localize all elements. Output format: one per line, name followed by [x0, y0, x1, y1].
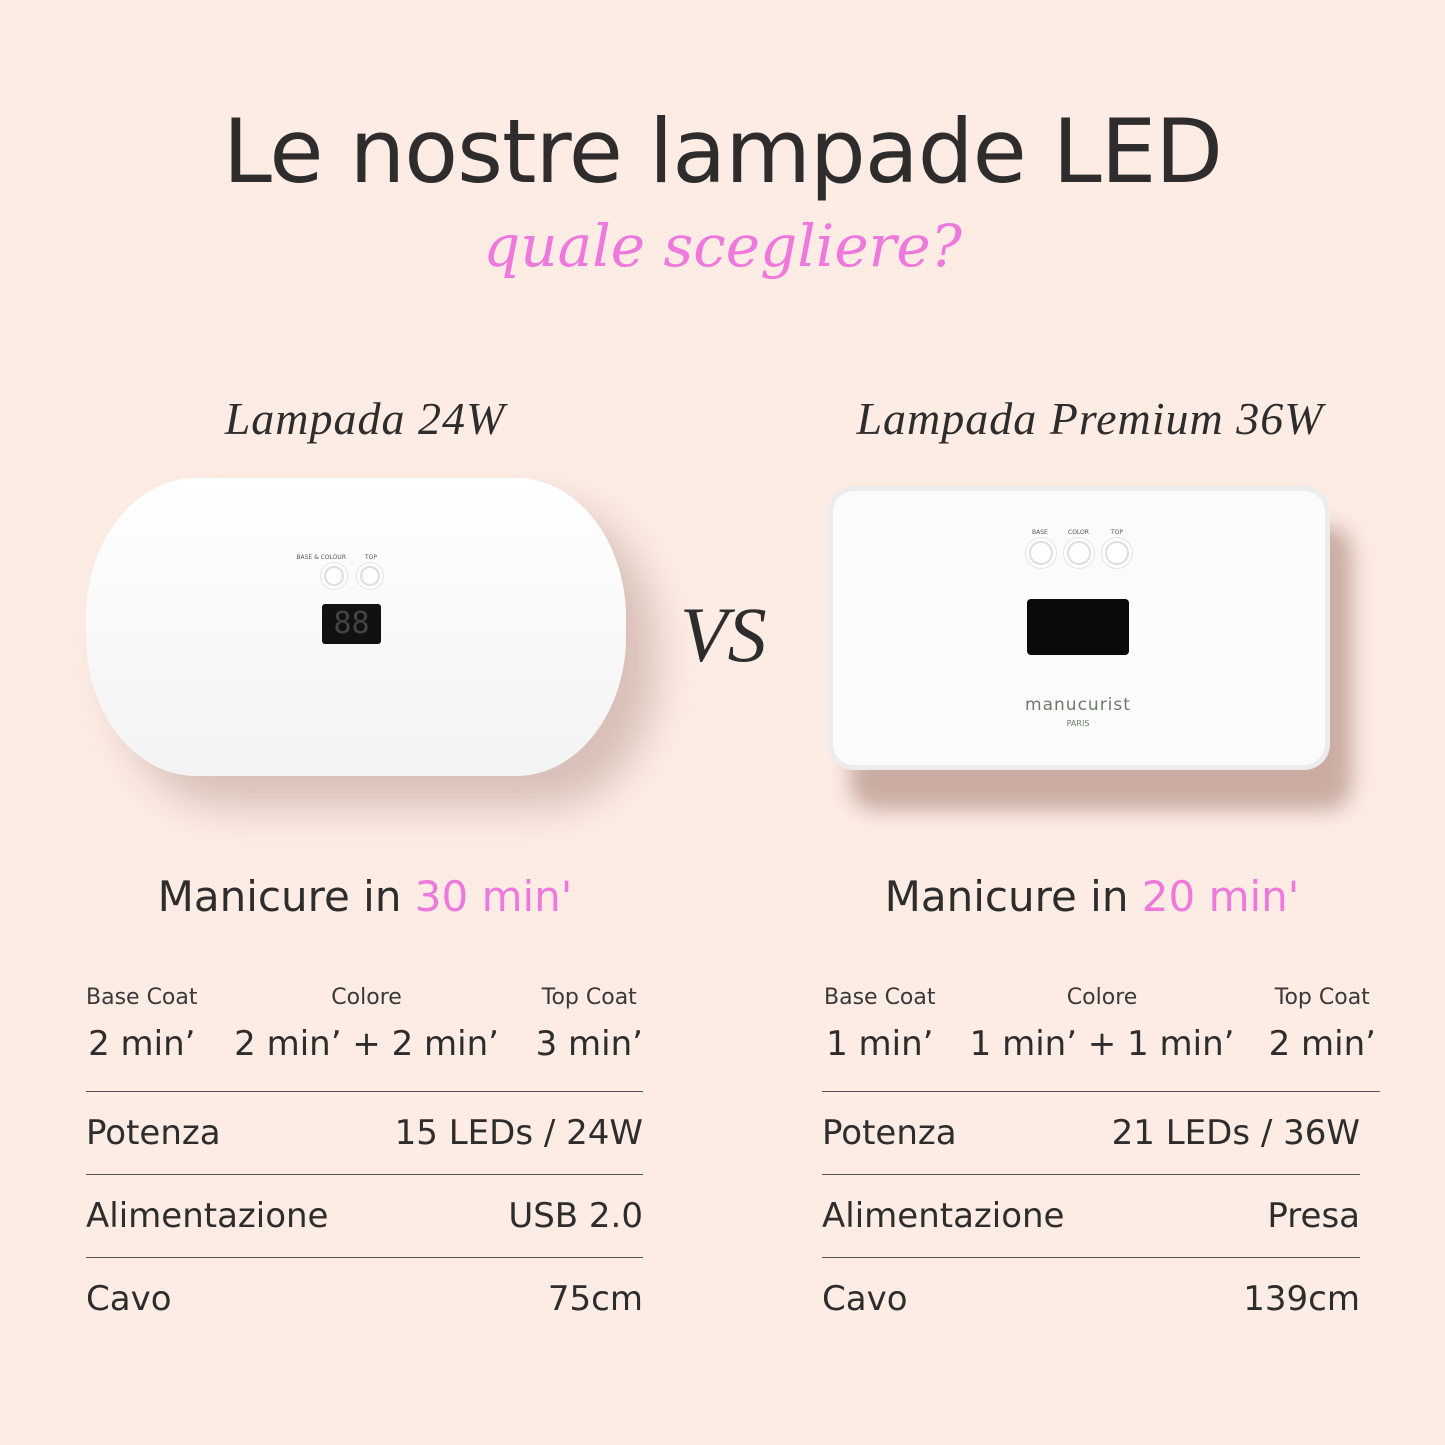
- step-label: Colore: [331, 985, 402, 1010]
- spec-row: Alimentazione Presa: [822, 1174, 1360, 1257]
- page-title: Le nostre lampade LED: [222, 100, 1223, 203]
- led-display: 88: [322, 604, 381, 644]
- step-label: Base Coat: [824, 985, 936, 1010]
- step-label: Colore: [1066, 985, 1138, 1010]
- button-label: COLOR: [1068, 529, 1089, 536]
- step-value: 2 min’ + 2 min’: [234, 1024, 499, 1064]
- spec-row: Cavo 139cm: [822, 1257, 1360, 1340]
- button-label: TOP: [365, 554, 378, 561]
- step-value: 1 min’: [826, 1024, 934, 1064]
- manicure-time: 20 min': [1141, 872, 1300, 921]
- specs-36w: Potenza 21 LEDs / 36W Alimentazione Presa …: [822, 1091, 1380, 1340]
- step-colore: Colore 1 min’ + 1 min’: [970, 985, 1235, 1064]
- step-label: Top Coat: [1274, 985, 1370, 1010]
- specs-24w: Potenza 15 LEDs / 24W Alimentazione USB 2.…: [86, 1091, 643, 1340]
- brand-logo: manucurist: [1025, 695, 1131, 715]
- steps-36w: Base Coat 1 min’ Colore 1 min’ + 1 min’ To…: [824, 985, 1376, 1064]
- manicure-time: 30 min': [414, 872, 573, 921]
- step-value: 1 min’ + 1 min’: [969, 1024, 1235, 1064]
- spec-label: Cavo: [86, 1279, 172, 1319]
- step-value: 2 min’: [1268, 1024, 1376, 1064]
- brand-sub: PARIS: [1066, 719, 1090, 728]
- button-label: TOP: [1111, 529, 1124, 536]
- spec-row: Alimentazione USB 2.0: [86, 1174, 643, 1257]
- button-label: BASE: [1032, 529, 1048, 536]
- button-label: BASE & COLOUR: [296, 554, 346, 561]
- color-button: [1067, 541, 1091, 565]
- spec-value: 21 LEDs / 36W: [1111, 1113, 1360, 1153]
- product-name-36w: Lampada Premium 36W: [856, 393, 1324, 444]
- step-top-coat: Top Coat 2 min’: [1269, 985, 1376, 1064]
- lamp-24w-image: BASE & COLOUR TOP 88: [86, 478, 626, 776]
- spec-label: Cavo: [822, 1279, 908, 1319]
- spec-value: USB 2.0: [508, 1196, 643, 1236]
- top-button: [360, 566, 380, 586]
- vs-label: VS: [680, 591, 767, 678]
- spec-row: Potenza 21 LEDs / 36W: [822, 1091, 1380, 1174]
- spec-value: 15 LEDs / 24W: [394, 1113, 643, 1153]
- spec-label: Alimentazione: [86, 1196, 329, 1236]
- page-subtitle: quale scegliere?: [483, 212, 962, 280]
- base-colour-button: [324, 566, 344, 586]
- steps-24w: Base Coat 2 min’ Colore 2 min’ + 2 min’ To…: [86, 985, 643, 1064]
- spec-label: Potenza: [86, 1113, 221, 1153]
- manicure-prefix: Manicure in: [884, 872, 1129, 921]
- step-label: Top Coat: [541, 985, 637, 1010]
- step-label: Base Coat: [86, 985, 198, 1010]
- spec-label: Potenza: [822, 1113, 957, 1153]
- spec-value: Presa: [1267, 1196, 1360, 1236]
- spec-row: Potenza 15 LEDs / 24W: [86, 1091, 643, 1174]
- display-screen: [1027, 599, 1129, 655]
- spec-label: Alimentazione: [822, 1196, 1065, 1236]
- base-button: [1029, 541, 1053, 565]
- spec-value: 75cm: [547, 1279, 643, 1319]
- spec-value: 139cm: [1243, 1279, 1360, 1319]
- step-base-coat: Base Coat 1 min’: [824, 985, 936, 1064]
- step-value: 3 min’: [535, 1024, 643, 1064]
- product-name-24w: Lampada 24W: [224, 393, 506, 444]
- lamp-36w-image: BASE COLOR TOP manucurist PARIS: [828, 486, 1330, 770]
- step-base-coat: Base Coat 2 min’: [86, 985, 198, 1064]
- top-button: [1105, 541, 1129, 565]
- manicure-time-36w: Manicure in 20 min': [742, 872, 1442, 921]
- spec-row: Cavo 75cm: [86, 1257, 643, 1340]
- step-value: 2 min’: [88, 1024, 196, 1064]
- manicure-time-24w: Manicure in 30 min': [15, 872, 715, 921]
- step-colore: Colore 2 min’ + 2 min’: [234, 985, 499, 1064]
- manicure-prefix: Manicure in: [157, 872, 402, 921]
- step-top-coat: Top Coat 3 min’: [536, 985, 643, 1064]
